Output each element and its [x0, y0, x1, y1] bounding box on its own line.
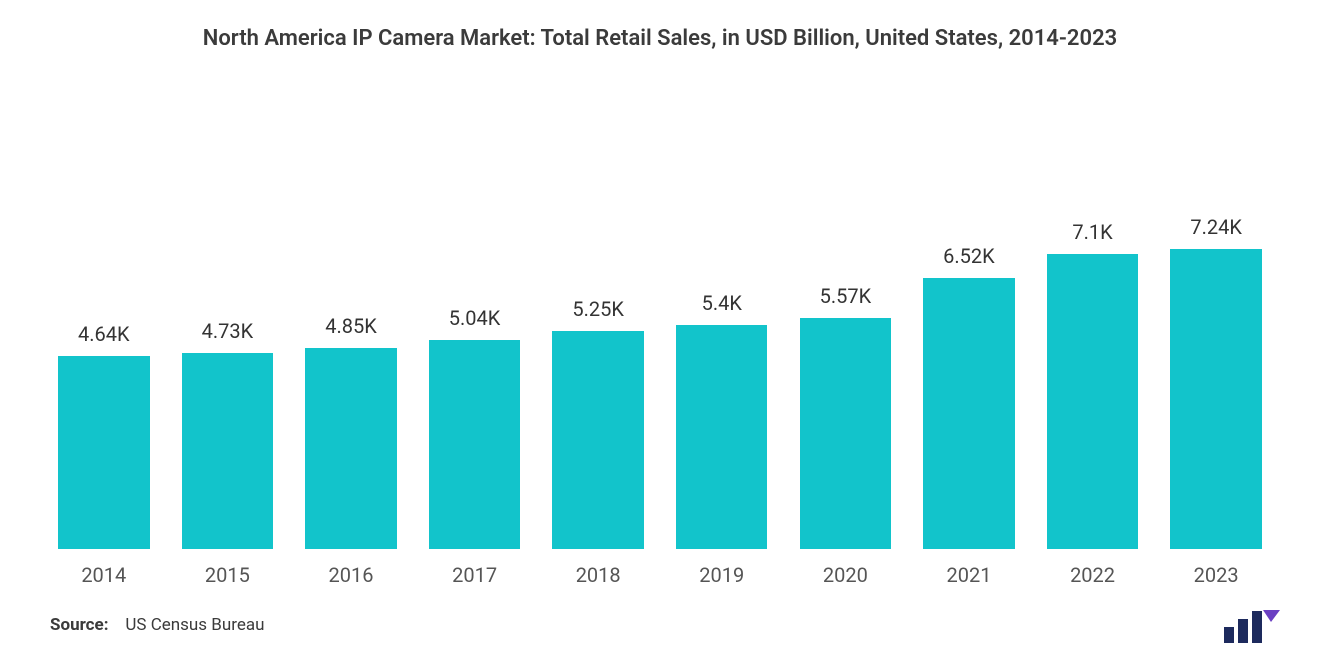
bar-column: 7.24K [1154, 94, 1278, 549]
x-axis-tick-label: 2021 [907, 563, 1031, 587]
logo-bar-2 [1238, 619, 1248, 643]
bar-column: 6.52K [907, 94, 1031, 549]
bar [552, 331, 643, 549]
bar-value-label: 5.4K [702, 291, 742, 315]
bar-value-label: 5.25K [572, 297, 624, 321]
chart-plot-area: 4.64K 4.73K 4.85K 5.04K 5.25K 5.4K 5.57K 6.52K 7… [40, 94, 1280, 549]
bar-column: 7.1K [1031, 94, 1155, 549]
bar-column: 4.73K [166, 94, 290, 549]
bar [800, 318, 891, 549]
bar [923, 278, 1014, 548]
source-attribution: Source: US Census Bureau [50, 615, 265, 635]
chart-title: North America IP Camera Market: Total Re… [40, 25, 1280, 54]
x-axis-tick-label: 2023 [1154, 563, 1278, 587]
logo-bar-3 [1252, 611, 1262, 643]
bar [1170, 249, 1261, 549]
source-text: US Census Bureau [125, 615, 264, 635]
chart-container: North America IP Camera Market: Total Re… [0, 0, 1320, 665]
bar [1047, 254, 1138, 548]
logo-bar-1 [1224, 627, 1234, 643]
bar-column: 5.25K [536, 94, 660, 549]
x-axis-tick-label: 2017 [413, 563, 537, 587]
x-axis-tick-label: 2016 [289, 563, 413, 587]
bar-column: 4.64K [42, 94, 166, 549]
bar [429, 340, 520, 549]
bar-column: 4.85K [289, 94, 413, 549]
bar-column: 5.57K [784, 94, 908, 549]
bar [676, 325, 767, 549]
bar-value-label: 6.52K [943, 244, 995, 268]
bar [182, 353, 273, 549]
bar-column: 5.04K [413, 94, 537, 549]
logo-accent-icon [1263, 610, 1280, 622]
x-axis-tick-label: 2019 [660, 563, 784, 587]
bar [58, 356, 149, 548]
bar-value-label: 4.85K [325, 314, 377, 338]
publisher-logo-icon [1224, 607, 1280, 643]
chart-x-axis: 2014201520162017201820192020202120222023 [40, 563, 1280, 587]
x-axis-tick-label: 2018 [536, 563, 660, 587]
x-axis-tick-label: 2015 [166, 563, 290, 587]
x-axis-tick-label: 2022 [1031, 563, 1155, 587]
bar-value-label: 5.04K [449, 306, 501, 330]
x-axis-tick-label: 2020 [784, 563, 908, 587]
source-label: Source: [50, 615, 108, 635]
bar-value-label: 5.57K [820, 284, 872, 308]
bar [305, 348, 396, 549]
bar-value-label: 7.1K [1072, 220, 1112, 244]
bar-value-label: 4.73K [202, 319, 254, 343]
bar-column: 5.4K [660, 94, 784, 549]
bar-value-label: 4.64K [78, 322, 130, 346]
bar-value-label: 7.24K [1190, 215, 1242, 239]
x-axis-tick-label: 2014 [42, 563, 166, 587]
